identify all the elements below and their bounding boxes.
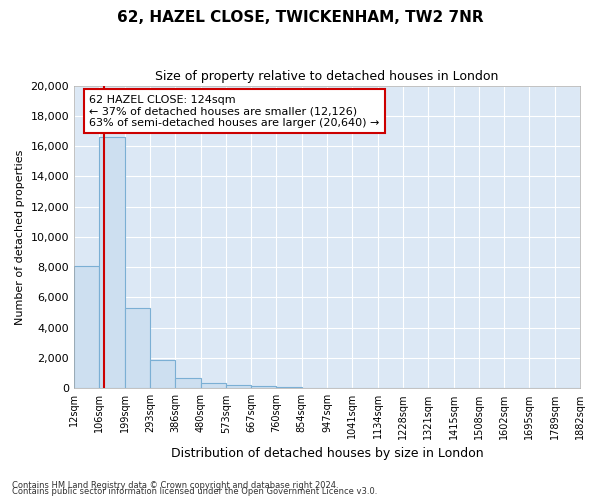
Y-axis label: Number of detached properties: Number of detached properties	[15, 149, 25, 324]
Text: Contains HM Land Registry data © Crown copyright and database right 2024.: Contains HM Land Registry data © Crown c…	[12, 481, 338, 490]
Bar	[74, 266, 100, 388]
Bar	[251, 386, 277, 388]
Bar	[277, 387, 302, 388]
Bar	[226, 386, 251, 388]
Bar	[100, 137, 125, 388]
X-axis label: Distribution of detached houses by size in London: Distribution of detached houses by size …	[171, 447, 484, 460]
Bar	[175, 378, 200, 388]
Text: Contains public sector information licensed under the Open Government Licence v3: Contains public sector information licen…	[12, 488, 377, 496]
Text: 62 HAZEL CLOSE: 124sqm
← 37% of detached houses are smaller (12,126)
63% of semi: 62 HAZEL CLOSE: 124sqm ← 37% of detached…	[89, 94, 380, 128]
Bar	[150, 360, 175, 388]
Text: 62, HAZEL CLOSE, TWICKENHAM, TW2 7NR: 62, HAZEL CLOSE, TWICKENHAM, TW2 7NR	[116, 10, 484, 25]
Title: Size of property relative to detached houses in London: Size of property relative to detached ho…	[155, 70, 499, 83]
Bar	[125, 308, 150, 388]
Bar	[200, 383, 226, 388]
